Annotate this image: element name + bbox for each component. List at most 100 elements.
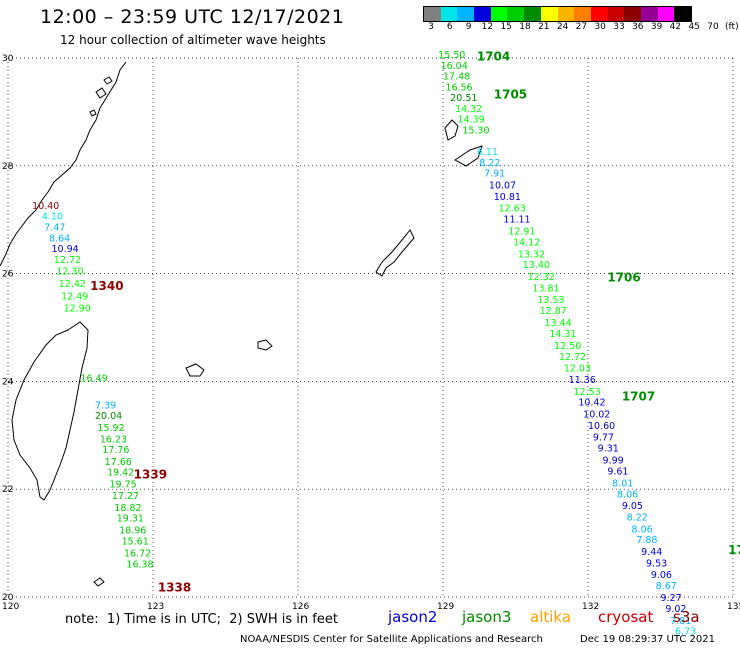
legend-s3a: s3a [673, 608, 700, 626]
wave-height-value: 16.23 [100, 434, 127, 445]
color-swatch [590, 7, 608, 21]
map-title: 12:00 – 23:59 UTC 12/17/2021 [40, 6, 345, 28]
wave-height-value: 7.81 [670, 616, 691, 627]
x-tick-label: 123 [147, 602, 164, 612]
wave-height-points: 10.404.107.478.6410.9412.7212.3012.4212.… [32, 50, 696, 638]
wave-height-value: 9.77 [593, 433, 614, 444]
wave-height-value: 10.07 [489, 180, 516, 191]
wave-height-value: 12.49 [61, 291, 88, 302]
wave-height-value: 6.73 [675, 627, 696, 638]
map-subtitle: 12 hour collection of altimeter wave hei… [60, 33, 326, 47]
color-swatch [640, 7, 658, 21]
wave-height-value: 17.27 [112, 491, 139, 502]
pass-number-label: 1704 [477, 50, 510, 64]
wave-height-value: 10.60 [588, 421, 615, 432]
color-scale-label: 36 [632, 22, 644, 32]
wave-height-value: 12.90 [64, 303, 91, 314]
wave-height-value: 12.72 [559, 352, 586, 363]
wave-height-value: 9.02 [665, 604, 686, 615]
ishigaki-island [185, 363, 205, 377]
wave-height-value: 12.72 [54, 255, 81, 266]
wave-height-value: 19.31 [117, 514, 144, 525]
wave-height-value: 7.39 [95, 400, 116, 411]
okinawa-island [375, 229, 415, 277]
wave-height-value: 8.01 [612, 479, 633, 490]
y-tick-label: 30 [2, 54, 14, 64]
wave-height-value: 16.04 [441, 61, 468, 72]
wave-height-value: 9.27 [661, 593, 682, 604]
wave-height-value: 12.91 [508, 226, 535, 237]
miyako-island [257, 339, 273, 351]
color-scale-label: 18 [519, 22, 531, 32]
wave-height-value: 19.42 [107, 468, 134, 479]
wave-height-value: 15.30 [462, 125, 489, 136]
wave-height-value: 7.91 [484, 169, 505, 180]
color-swatch [524, 7, 541, 21]
wave-height-value: 10.94 [52, 244, 79, 255]
color-scale-label: 9 [465, 22, 472, 32]
wave-height-value: 9.99 [603, 455, 624, 466]
color-swatch [607, 7, 625, 21]
color-swatch [674, 7, 691, 21]
wave-height-value: 12.50 [554, 341, 581, 352]
color-swatch [624, 7, 641, 21]
kyushu-tip [444, 119, 459, 141]
timestamp-text: Dec 19 08:29:37 UTC 2021 [580, 634, 715, 645]
grid-lines [7, 57, 734, 598]
wave-height-value: 4.10 [42, 212, 63, 223]
units-note: note: 1) Time is in UTC; 2) SWH is in fe… [65, 612, 338, 627]
land-outlines [0, 61, 483, 587]
color-swatch [457, 7, 475, 21]
wave-height-value: 11.36 [569, 375, 596, 386]
wave-height-value: 14.12 [513, 238, 540, 249]
color-scale-label: 6 [446, 22, 453, 32]
wave-height-value: 18.96 [119, 525, 146, 536]
wave-height-value: 12.03 [564, 364, 591, 375]
wave-height-value: 16.56 [445, 82, 472, 93]
wave-height-value: 13.44 [545, 318, 572, 329]
legend-jason2: jason2 [388, 608, 438, 626]
taiwan-outline [11, 321, 89, 501]
x-tick-label: 132 [582, 602, 599, 612]
wave-height-value: 10.81 [494, 192, 521, 203]
wave-height-value: 12.63 [499, 204, 526, 215]
pass-labels: 1340 1339 1338 1704 1705 1706 1707 1708 [90, 50, 740, 595]
wave-height-value: 9.44 [641, 547, 662, 558]
y-tick-label: 24 [2, 377, 14, 387]
wave-height-value: 12.30 [56, 267, 83, 278]
color-scale-label: 27 [575, 22, 588, 32]
color-scale-label: 12 [481, 22, 494, 32]
wave-height-value: 12.53 [574, 387, 601, 398]
y-tick-label: 26 [2, 270, 14, 280]
pass-number-label: 1707 [622, 389, 655, 403]
wave-height-value: 9.61 [607, 467, 628, 478]
wave-height-value: 16.72 [124, 549, 151, 560]
wave-height-value: 16.49 [81, 373, 108, 384]
wave-height-value: 12.32 [528, 272, 555, 283]
x-tick-label: 129 [437, 602, 454, 612]
wave-height-value: 15.50 [438, 50, 465, 61]
wave-height-value: 13.81 [532, 283, 559, 294]
color-scale-label: 3 [428, 22, 434, 32]
color-swatch [657, 7, 675, 21]
pass-number-label: 1340 [90, 279, 123, 293]
zhoushan-islands [89, 76, 113, 117]
color-scale-label: 30 [594, 22, 606, 32]
wave-height-value: 14.32 [455, 104, 482, 115]
pass-number-label: 1708 [728, 543, 740, 557]
wave-height-value: 17.76 [102, 445, 129, 456]
color-swatch [474, 7, 491, 21]
wave-height-value: 8.22 [627, 512, 648, 523]
china-coast-outline [0, 61, 127, 267]
wave-height-value: 15.61 [122, 537, 149, 548]
color-swatch [424, 7, 441, 21]
color-scale-label: 42 [669, 22, 682, 32]
wave-height-value: 13.53 [537, 295, 564, 306]
wave-height-value: 19.75 [110, 480, 137, 491]
axis-tick-labels: 120 123 126 129 132 135 20 22 24 26 28 30 [2, 54, 740, 612]
wave-height-value: 10.02 [583, 410, 610, 421]
color-scale-label: 33 [613, 22, 625, 32]
wave-height-value: 16.38 [126, 559, 153, 570]
wave-height-value: 10.42 [578, 398, 605, 409]
